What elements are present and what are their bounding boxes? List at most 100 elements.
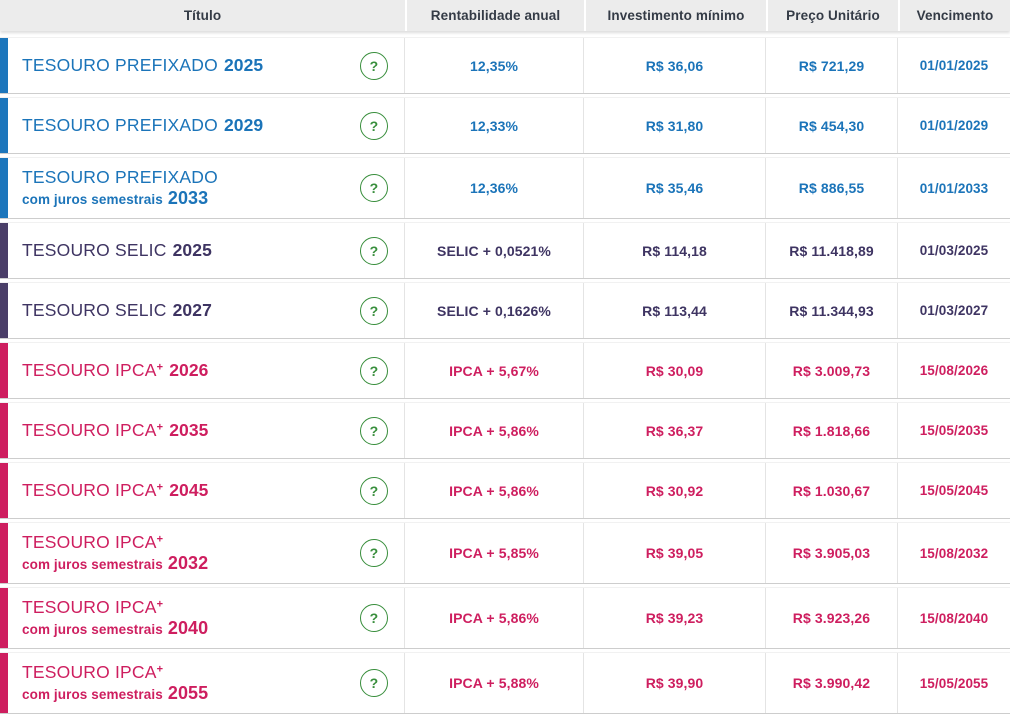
- maturity-cell: 15/08/2026: [919, 363, 989, 378]
- table-row[interactable]: TESOURO IPCA+ com juros semestrais 2032 ?…: [0, 522, 1010, 584]
- bond-title: TESOURO PREFIXADO 2029: [22, 115, 263, 136]
- bond-name: TESOURO PREFIXADO: [22, 55, 218, 76]
- table-row[interactable]: TESOURO IPCA+ com juros semestrais 2055 ?…: [0, 652, 1010, 714]
- bond-year: 2035: [169, 420, 209, 441]
- table-row[interactable]: TESOURO PREFIXADO 2025 ? 12,35% R$ 36,06 …: [0, 37, 1010, 94]
- table-row[interactable]: TESOURO IPCA+ com juros semestrais 2040 ?…: [0, 587, 1010, 649]
- bond-name: TESOURO IPCA: [22, 597, 157, 618]
- maturity-cell: 01/01/2025: [919, 58, 989, 73]
- row-color-bar: [0, 223, 8, 278]
- unit-price-cell: R$ 1.030,67: [766, 463, 898, 518]
- help-icon[interactable]: ?: [360, 174, 388, 202]
- annual-rate-cell: IPCA + 5,88%: [405, 653, 584, 713]
- annual-rate-cell: SELIC + 0,1626%: [405, 283, 584, 338]
- bond-title-cell[interactable]: TESOURO SELIC 2025 ?: [0, 223, 405, 278]
- table-body: TESOURO PREFIXADO 2025 ? 12,35% R$ 36,06 …: [0, 37, 1010, 714]
- bond-title: TESOURO IPCA+ 2035: [22, 420, 209, 441]
- min-investment-cell: R$ 30,09: [584, 343, 766, 398]
- row-color-bar: [0, 283, 8, 338]
- row-color-bar: [0, 523, 8, 583]
- bond-subtitle: com juros semestrais: [22, 191, 163, 207]
- plus-superscript-icon: +: [156, 481, 164, 494]
- column-header-rentabilidade-anual: Rentabilidade anual: [405, 0, 584, 31]
- maturity-cell: 01/01/2033: [919, 180, 989, 196]
- bond-year: 2027: [172, 300, 212, 321]
- bond-name: TESOURO SELIC: [22, 300, 167, 321]
- bond-title-line1: TESOURO IPCA+ 2026: [22, 360, 209, 381]
- bond-title-cell[interactable]: TESOURO PREFIXADO com juros semestrais 20…: [0, 158, 405, 218]
- unit-price-cell: R$ 11.344,93: [766, 283, 898, 338]
- row-color-bar: [0, 588, 8, 648]
- table-row[interactable]: TESOURO IPCA+ 2026 ? IPCA + 5,67% R$ 30,0…: [0, 342, 1010, 399]
- bond-title: TESOURO PREFIXADO 2025: [22, 55, 263, 76]
- annual-rate-cell: 12,36%: [405, 158, 584, 218]
- plus-superscript-icon: +: [156, 663, 164, 676]
- help-icon[interactable]: ?: [360, 296, 388, 325]
- table-header: Título Rentabilidade anual Investimento …: [0, 0, 1010, 31]
- bond-name: TESOURO IPCA: [22, 420, 157, 441]
- help-icon[interactable]: ?: [360, 539, 388, 567]
- help-icon[interactable]: ?: [360, 111, 388, 140]
- unit-price-cell: R$ 11.418,89: [766, 223, 898, 278]
- help-icon[interactable]: ?: [360, 476, 388, 505]
- help-icon[interactable]: ?: [360, 51, 388, 80]
- bond-title-cell[interactable]: TESOURO IPCA+ com juros semestrais 2040 ?: [0, 588, 405, 648]
- annual-rate-cell: IPCA + 5,86%: [405, 463, 584, 518]
- min-investment-cell: R$ 39,05: [584, 523, 766, 583]
- help-icon[interactable]: ?: [360, 356, 388, 385]
- bond-title-cell[interactable]: TESOURO IPCA+ 2035 ?: [0, 403, 405, 458]
- unit-price-cell: R$ 886,55: [766, 158, 898, 218]
- bond-year: 2033: [167, 187, 209, 208]
- table-row[interactable]: TESOURO SELIC 2025 ? SELIC + 0,0521% R$ 1…: [0, 222, 1010, 279]
- bond-title-line1: TESOURO SELIC 2027: [22, 300, 212, 321]
- maturity-cell: 15/05/2055: [919, 675, 989, 691]
- bond-title-cell[interactable]: TESOURO SELIC 2027 ?: [0, 283, 405, 338]
- bond-title: TESOURO SELIC 2025: [22, 240, 212, 261]
- row-color-bar: [0, 158, 8, 218]
- row-color-bar: [0, 98, 8, 153]
- bond-title: TESOURO IPCA+ 2045: [22, 480, 209, 501]
- bond-title-line1: TESOURO SELIC 2025: [22, 240, 212, 261]
- table-row[interactable]: TESOURO IPCA+ 2035 ? IPCA + 5,86% R$ 36,3…: [0, 402, 1010, 459]
- maturity-cell: 15/05/2035: [919, 423, 989, 438]
- table-row[interactable]: TESOURO PREFIXADO 2029 ? 12,33% R$ 31,80 …: [0, 97, 1010, 154]
- bond-subtitle: com juros semestrais: [22, 686, 163, 702]
- bond-year: 2032: [167, 552, 209, 573]
- bond-title-cell[interactable]: TESOURO PREFIXADO 2029 ?: [0, 98, 405, 153]
- unit-price-cell: R$ 454,30: [766, 98, 898, 153]
- bond-title: TESOURO IPCA+ com juros semestrais 2040: [22, 597, 208, 639]
- help-icon[interactable]: ?: [360, 669, 388, 697]
- bond-year: 2040: [167, 617, 209, 638]
- bond-title-cell[interactable]: TESOURO IPCA+ 2026 ?: [0, 343, 405, 398]
- bond-title-cell[interactable]: TESOURO IPCA+ com juros semestrais 2055 ?: [0, 653, 405, 713]
- bond-title: TESOURO IPCA+ com juros semestrais 2055: [22, 662, 208, 704]
- help-icon[interactable]: ?: [360, 604, 388, 632]
- bond-name: TESOURO IPCA: [22, 360, 157, 381]
- bond-title-cell[interactable]: TESOURO IPCA+ 2045 ?: [0, 463, 405, 518]
- help-icon[interactable]: ?: [360, 416, 388, 445]
- bond-title-cell[interactable]: TESOURO IPCA+ com juros semestrais 2032 ?: [0, 523, 405, 583]
- row-color-bar: [0, 653, 8, 713]
- bond-title-line1: TESOURO PREFIXADO: [22, 167, 218, 188]
- bond-name: TESOURO PREFIXADO: [22, 115, 218, 136]
- maturity-cell: 15/08/2032: [919, 545, 989, 561]
- table-row[interactable]: TESOURO IPCA+ 2045 ? IPCA + 5,86% R$ 30,9…: [0, 462, 1010, 519]
- min-investment-cell: R$ 36,06: [584, 38, 766, 93]
- annual-rate-cell: 12,33%: [405, 98, 584, 153]
- bond-title-line1: TESOURO IPCA+ 2035: [22, 420, 209, 441]
- bond-year: 2025: [223, 55, 264, 76]
- plus-superscript-icon: +: [156, 533, 164, 546]
- min-investment-cell: R$ 113,44: [584, 283, 766, 338]
- maturity-cell: 01/03/2027: [919, 303, 989, 318]
- bond-title: TESOURO PREFIXADO com juros semestrais 20…: [22, 167, 218, 209]
- maturity-cell: 15/05/2045: [919, 483, 989, 498]
- table-row[interactable]: TESOURO SELIC 2027 ? SELIC + 0,1626% R$ 1…: [0, 282, 1010, 339]
- bond-title: TESOURO IPCA+ com juros semestrais 2032: [22, 532, 208, 574]
- bond-title-line2: com juros semestrais 2040: [22, 618, 208, 639]
- column-header-investimento-minimo: Investimento mínimo: [584, 0, 766, 31]
- bond-title-cell[interactable]: TESOURO PREFIXADO 2025 ?: [0, 38, 405, 93]
- unit-price-cell: R$ 721,29: [766, 38, 898, 93]
- maturity-cell: 15/08/2040: [919, 610, 989, 626]
- table-row[interactable]: TESOURO PREFIXADO com juros semestrais 20…: [0, 157, 1010, 219]
- help-icon[interactable]: ?: [360, 236, 388, 265]
